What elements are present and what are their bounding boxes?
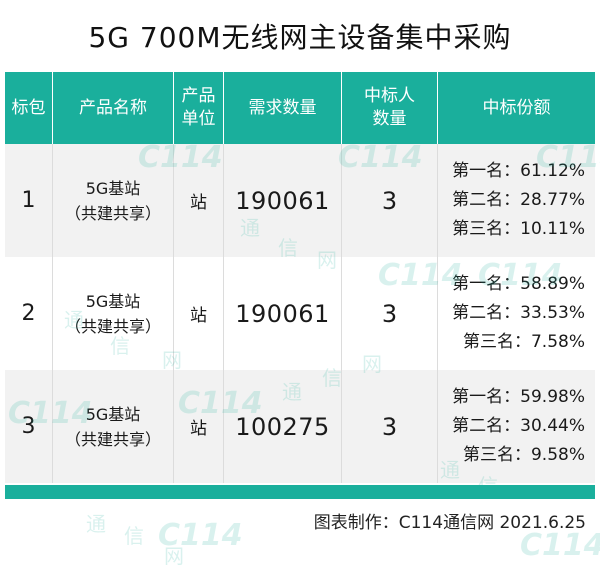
procurement-table: 标包 产品名称 产品 单位 需求数量 中标人 数量 中标份额 1 5G基站 （共… (5, 72, 595, 483)
share-first: 第一名：58.89% (452, 274, 585, 294)
cell-shares: 第一名：61.12% 第二名：28.77% 第三名：10.11% (438, 144, 595, 257)
cell-unit: 站 (174, 257, 224, 370)
product-line1: 5G基站 (85, 178, 141, 198)
watermark-char: 通 (86, 512, 106, 536)
watermark-logo: C114 (158, 518, 243, 553)
cell-shares: 第一名：59.98% 第二名：30.44% 第三名：9.58% (438, 370, 595, 483)
share-third: 第三名：10.11% (452, 219, 585, 239)
share-second: 第二名：28.77% (452, 190, 585, 210)
cell-quantity: 100275 (224, 370, 342, 483)
header-product-name: 产品名称 (53, 72, 174, 144)
table-header: 标包 产品名称 产品 单位 需求数量 中标人 数量 中标份额 (5, 72, 595, 144)
header-unit: 产品 单位 (174, 72, 224, 144)
share-second: 第二名：33.53% (452, 303, 585, 323)
product-line2: （共建共享） (64, 429, 161, 449)
cell-shares: 第一名：58.89% 第二名：33.53% 第三名：7.58% (438, 257, 595, 370)
share-third: 第三名：9.58% (462, 445, 585, 465)
header-unit-text: 产品 单位 (181, 86, 216, 129)
footer-credit: 图表制作：C114通信网 2021.6.25 (313, 513, 586, 533)
header-share: 中标份额 (482, 97, 551, 118)
share-first: 第一名：59.98% (452, 387, 585, 407)
share-third: 第三名：7.58% (462, 332, 585, 352)
product-line1: 5G基站 (85, 291, 141, 311)
cell-quantity: 190061 (224, 257, 342, 370)
table-row: 1 5G基站 （共建共享） 站 190061 3 第一名：61.12% 第二名：… (5, 144, 595, 257)
watermark-char: 信 (124, 524, 144, 548)
table-row: 3 5G基站 （共建共享） 站 100275 3 第一名：59.98% 第二名：… (5, 370, 595, 483)
watermark-char: 网 (164, 544, 184, 568)
cell-product-name: 5G基站 （共建共享） (53, 370, 174, 483)
product-line2: （共建共享） (64, 316, 161, 336)
cell-package: 2 (5, 257, 53, 370)
cell-winners: 3 (342, 257, 438, 370)
header-quantity: 需求数量 (224, 72, 342, 144)
table-row: 2 5G基站 （共建共享） 站 190061 3 第一名：58.89% 第二名：… (5, 257, 595, 370)
cell-package: 1 (5, 144, 53, 257)
cell-package: 3 (5, 370, 53, 483)
cell-unit: 站 (174, 370, 224, 483)
header-winners: 中标人 数量 (342, 72, 438, 144)
cell-winners: 3 (342, 370, 438, 483)
cell-quantity: 190061 (224, 144, 342, 257)
cell-product-name: 5G基站 （共建共享） (53, 257, 174, 370)
share-first: 第一名：61.12% (452, 161, 585, 181)
cell-winners: 3 (342, 144, 438, 257)
watermark-logo: C114 (520, 528, 600, 563)
cell-unit: 站 (174, 144, 224, 257)
header-winners-text: 中标人 数量 (364, 86, 415, 129)
cell-product-name: 5G基站 （共建共享） (53, 144, 174, 257)
bottom-accent-bar (5, 485, 595, 499)
page-title: 5G 700M无线网主设备集中采购 (88, 21, 512, 54)
header-package: 标包 (5, 72, 53, 144)
share-second: 第二名：30.44% (452, 416, 585, 436)
product-line2: （共建共享） (64, 203, 161, 223)
product-line1: 5G基站 (85, 404, 141, 424)
